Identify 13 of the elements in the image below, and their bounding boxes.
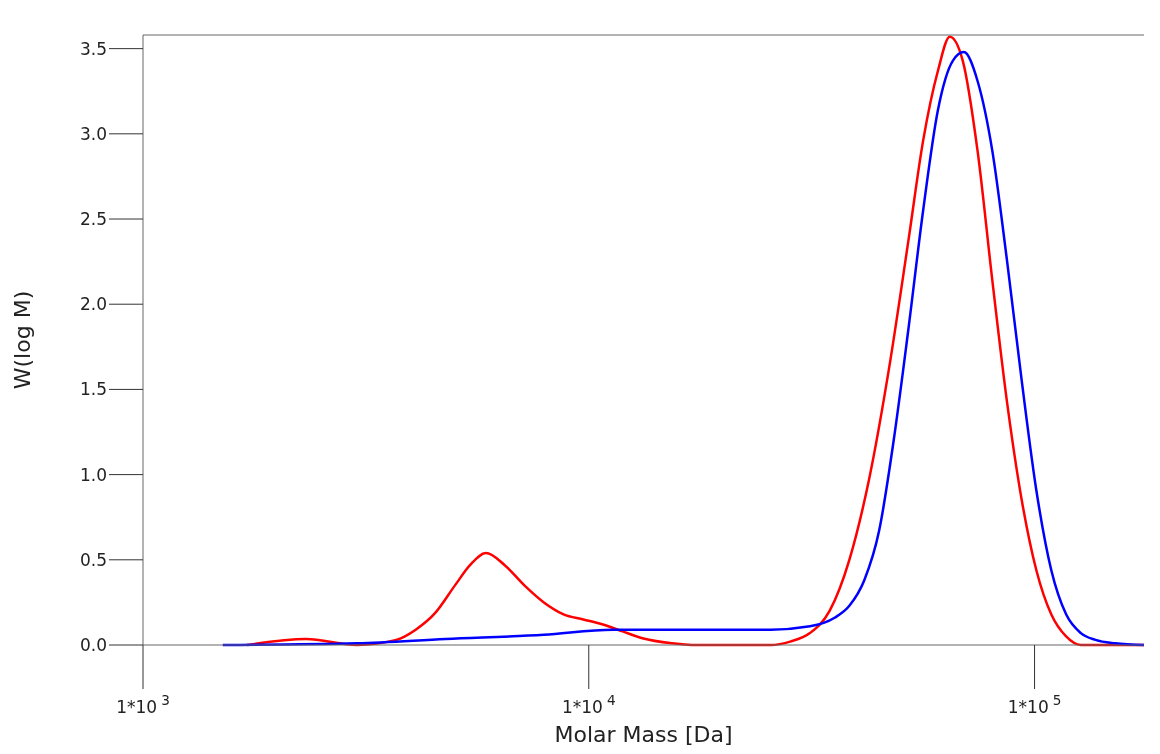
x-axis-title: Molar Mass [Da] xyxy=(554,722,733,747)
y-tick-label: 0.0 xyxy=(79,634,107,655)
y-tick-label: 3.0 xyxy=(79,123,107,144)
y-tick-label: 2.0 xyxy=(79,294,107,315)
y-tick-label: 0.5 xyxy=(79,549,107,570)
x-tick-label: 1*10$^{4}$ xyxy=(561,692,616,717)
y-tick-label: 1.5 xyxy=(79,379,107,400)
y-tick-label: 3.5 xyxy=(79,38,107,59)
x-tick-label: 1*10$^{5}$ xyxy=(1007,692,1062,717)
y-tick-label: 2.5 xyxy=(79,208,107,229)
y-axis-title: W(log M) xyxy=(10,290,35,390)
x-tick-label: 1*10$^{3}$ xyxy=(116,692,170,717)
y-tick-label: 1.0 xyxy=(79,464,107,485)
